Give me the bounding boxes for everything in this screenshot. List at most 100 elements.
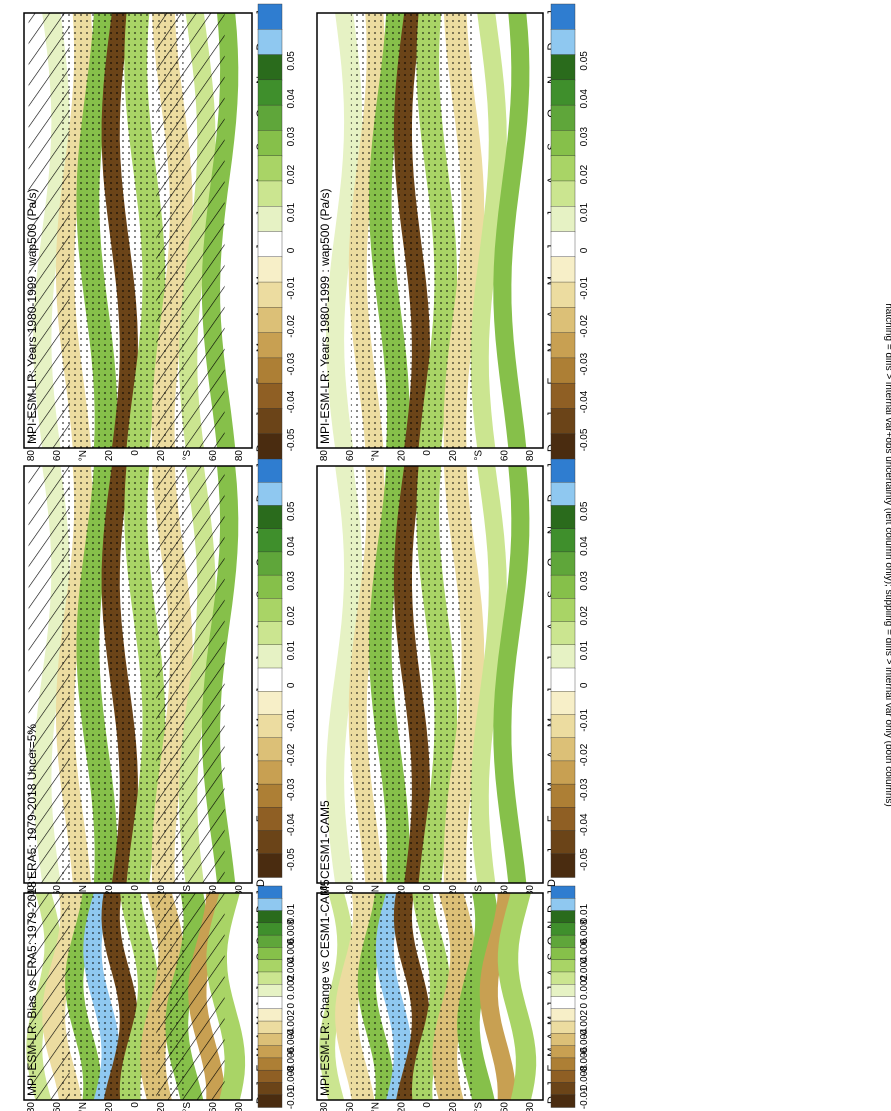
lat-tick-label: 0	[130, 450, 141, 456]
colorbar-swatch	[550, 332, 576, 359]
panel-2: MPI-ESM-LR: Years 1980-1999 : wap500 (Pa…	[316, 3, 590, 462]
hatching	[156, 13, 225, 448]
lat-tick-label: °N	[78, 450, 89, 461]
colorbar-swatch	[550, 996, 576, 1010]
lat-tick-label: 60	[208, 1102, 219, 1111]
panel-field	[317, 893, 543, 1100]
colorbar-swatch	[550, 598, 576, 623]
panel-field	[317, 13, 543, 448]
lat-tick-label: °S	[474, 450, 485, 461]
colorbar-swatch	[550, 307, 576, 334]
lat-tick-label: 60	[208, 450, 219, 462]
colorbar-swatch	[550, 621, 576, 646]
colorbar-swatch	[257, 281, 283, 309]
colorbar-tick-label: 0	[286, 247, 297, 253]
colorbar-swatch	[257, 528, 283, 553]
lat-tick-label: 60	[52, 1102, 63, 1111]
colorbar-swatch	[257, 3, 283, 30]
colorbar-tick-label: -0.002	[579, 1009, 590, 1038]
lat-tick-label: 80	[26, 1102, 37, 1111]
panel-title: ERA5: 1979-2018 Uncer=5%	[25, 724, 39, 879]
hatching	[28, 466, 70, 883]
colorbar-swatch	[257, 307, 283, 334]
panel-title: MPI-ESM-LR: Years 1980-1999 : wap500 (Pa…	[25, 189, 39, 444]
lat-tick-label: °S	[182, 885, 193, 896]
colorbar-swatch	[550, 947, 576, 961]
colorbar-swatch	[257, 598, 283, 623]
colorbar-swatch	[257, 130, 283, 157]
colorbar-tick-label: 0.02	[579, 164, 590, 184]
colorbar-tick-label: 0	[286, 682, 297, 688]
colorbar-swatch	[550, 206, 576, 233]
field-band	[470, 13, 507, 448]
lat-tick-label: 0	[422, 1102, 433, 1108]
colorbar-swatch	[550, 1008, 576, 1022]
colorbar-tick-label: 0	[579, 1002, 590, 1008]
lat-tick-label: 20	[448, 885, 459, 897]
panel-frame	[316, 12, 544, 449]
lat-tick-label: 80	[234, 885, 245, 897]
colorbar-swatch	[257, 853, 283, 878]
colorbar-tick-label: 0.002	[579, 974, 590, 999]
colorbar: 0.010.0080.0060.0040.0020-0.002-0.004-0.…	[257, 885, 297, 1109]
colorbar-tick-label: -0.04	[579, 813, 590, 836]
colorbar-swatch	[550, 853, 576, 878]
hatching	[28, 13, 70, 448]
colorbar-swatch	[257, 1082, 283, 1096]
lat-tick-label: 20	[104, 1102, 115, 1111]
colorbar-swatch	[257, 256, 283, 283]
colorbar-tick-label: 0.02	[286, 164, 297, 184]
colorbar-tick-label: -0.03	[579, 778, 590, 801]
lat-tick-label: 80	[26, 450, 37, 462]
colorbar-swatch	[257, 574, 283, 600]
colorbar-tick-label: -0.04	[579, 390, 590, 413]
colorbar-swatch	[550, 382, 576, 410]
lat-tick-label: 60	[345, 450, 356, 462]
colorbar-swatch	[550, 1045, 576, 1059]
figure-footer: hatching = diffs > internal var+obs unce…	[883, 303, 891, 807]
colorbar: 0.05 0.04 0.03 0.02 0.01 0 -0.01 -0.02 -0.03 -0.0…	[257, 3, 297, 460]
lat-tick-label: °S	[182, 450, 193, 461]
panel-frame	[23, 465, 253, 884]
colorbar-swatch	[550, 29, 576, 56]
colorbar-tick-label: -0.02	[286, 314, 297, 337]
colorbar-swatch	[550, 155, 576, 182]
colorbar-swatch	[550, 691, 576, 716]
colorbar-swatch	[257, 1033, 283, 1047]
colorbar-swatch	[550, 54, 576, 81]
lat-tick-label: °N	[371, 1102, 382, 1111]
panel-field	[24, 13, 252, 448]
colorbar-swatch	[550, 551, 576, 576]
colorbar-tick-label: 0.008	[579, 919, 590, 944]
colorbar-swatch	[257, 984, 283, 998]
colorbar-swatch	[257, 644, 283, 669]
colorbar-tick-label: 0.008	[286, 919, 297, 944]
colorbar-swatch	[550, 959, 576, 973]
lat-tick-label: 20	[396, 885, 407, 897]
panel-4: CESM1-CAM5DJFMAMJJASONDJ8060°N20020°S608…	[316, 458, 590, 897]
lat-tick-label: 80	[234, 450, 245, 462]
colorbar-tick-label: 0.004	[286, 956, 297, 981]
panel-frame	[23, 12, 253, 449]
colorbar-tick-label: 0	[286, 1002, 297, 1008]
colorbar-tick-label: 0.05	[579, 51, 590, 71]
colorbar-swatch	[257, 922, 283, 936]
field-band	[479, 893, 516, 1100]
lat-tick-label: °N	[78, 885, 89, 896]
colorbar-tick-label: 0.03	[579, 127, 590, 147]
colorbar-tick-label: 0.006	[579, 938, 590, 963]
colorbar-tick-label: 0.02	[286, 606, 297, 626]
panel-1: MPI-ESM-LR: Years 1980-1999 : wap500 (Pa…	[23, 3, 297, 462]
month-tick-label: D	[546, 879, 558, 887]
colorbar-swatch	[550, 830, 576, 855]
colorbar-tick-label: -0.05	[579, 848, 590, 871]
colorbar-tick-label: -0.02	[286, 743, 297, 766]
colorbar-swatch	[257, 898, 283, 912]
lat-tick-label: 20	[104, 885, 115, 897]
colorbar-swatch	[257, 1045, 283, 1059]
colorbar-swatch	[550, 885, 576, 899]
colorbar-swatch	[550, 1057, 576, 1071]
colorbar-tick-label: -0.04	[286, 390, 297, 413]
colorbar-swatch	[257, 482, 283, 507]
lat-tick-label: 60	[499, 885, 510, 897]
